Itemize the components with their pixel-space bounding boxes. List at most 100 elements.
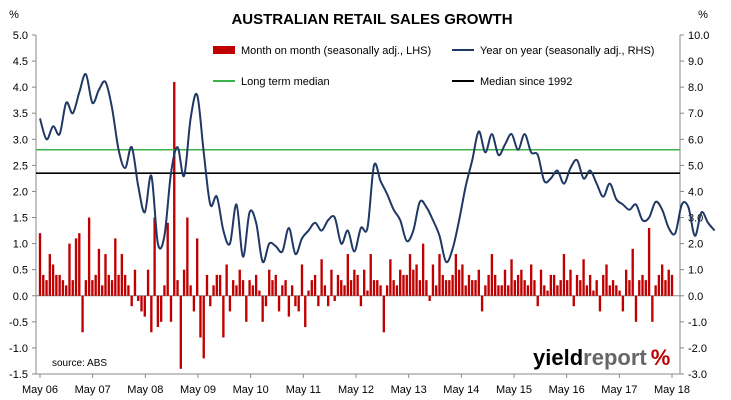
mom-bar bbox=[503, 269, 507, 296]
left-tick-label: -1.5 bbox=[9, 369, 28, 381]
mom-bar bbox=[385, 285, 389, 296]
mom-bar bbox=[412, 269, 415, 296]
mom-bar bbox=[641, 274, 644, 296]
mom-bar bbox=[418, 280, 422, 296]
mom-bar bbox=[372, 280, 376, 296]
mom-bar bbox=[78, 233, 81, 296]
mom-bar bbox=[431, 264, 435, 296]
left-tick-label: 2.0 bbox=[13, 186, 28, 198]
right-tick-label: -2.0 bbox=[688, 343, 707, 355]
mom-bar bbox=[392, 280, 395, 296]
mom-bar bbox=[61, 280, 65, 296]
left-tick-label: 3.5 bbox=[13, 108, 28, 120]
mom-bar bbox=[425, 280, 428, 296]
mom-bar bbox=[317, 295, 320, 307]
mom-bar bbox=[189, 285, 192, 296]
x-tick-label: May 16 bbox=[549, 384, 585, 396]
mom-bar bbox=[611, 280, 615, 296]
left-tick-label: 1.0 bbox=[13, 239, 28, 251]
mom-bar bbox=[379, 285, 382, 296]
mom-bar bbox=[530, 264, 533, 296]
mom-bar bbox=[405, 274, 408, 296]
mom-bar bbox=[199, 295, 202, 338]
mom-bar bbox=[222, 295, 225, 338]
mom-bar bbox=[330, 269, 333, 296]
mom-bar bbox=[467, 274, 471, 296]
mom-bar bbox=[536, 295, 539, 307]
mom-bar bbox=[137, 295, 140, 301]
mom-bar bbox=[484, 285, 487, 296]
mom-bar bbox=[644, 280, 647, 296]
mom-bar bbox=[526, 285, 530, 296]
brand-symbol: % bbox=[651, 345, 671, 370]
mom-bar bbox=[258, 290, 261, 296]
mom-bar bbox=[173, 81, 176, 296]
mom-bar bbox=[87, 217, 91, 296]
mom-bar bbox=[84, 280, 88, 296]
mom-bar bbox=[382, 295, 386, 333]
mom-bar bbox=[624, 269, 628, 296]
right-tick-label: -3.0 bbox=[688, 369, 707, 381]
mom-bar bbox=[159, 295, 163, 322]
mom-bar bbox=[202, 295, 205, 359]
mom-bar bbox=[310, 280, 313, 296]
mom-bar bbox=[415, 264, 418, 296]
mom-bar bbox=[461, 264, 464, 296]
mom-bar bbox=[579, 280, 582, 296]
mom-bar bbox=[81, 295, 84, 333]
mom-bar bbox=[48, 254, 52, 296]
mom-bar bbox=[215, 274, 219, 296]
mom-bar bbox=[376, 280, 379, 296]
right-tick-label: 1.0 bbox=[688, 265, 703, 277]
mom-bar bbox=[238, 269, 241, 296]
right-tick-label: 5.0 bbox=[688, 160, 703, 172]
mom-bar bbox=[120, 254, 124, 296]
mom-bar bbox=[369, 254, 372, 296]
mom-bar bbox=[575, 274, 579, 296]
x-tick-label: May 06 bbox=[22, 384, 58, 396]
mom-bar bbox=[631, 248, 634, 296]
mom-bar bbox=[471, 280, 474, 296]
mom-bar bbox=[58, 274, 61, 296]
x-tick-label: May 10 bbox=[233, 384, 269, 396]
mom-bar bbox=[107, 274, 110, 296]
mom-bar bbox=[143, 295, 146, 317]
mom-bar bbox=[654, 285, 657, 296]
mom-bar bbox=[166, 222, 169, 296]
mom-bar bbox=[566, 280, 569, 296]
left-tick-label: 4.0 bbox=[13, 82, 28, 94]
mom-bar bbox=[513, 280, 516, 296]
mom-bar bbox=[562, 254, 566, 296]
mom-bar bbox=[205, 274, 209, 296]
mom-bar bbox=[670, 274, 674, 296]
mom-bar bbox=[359, 295, 363, 307]
mom-bar bbox=[582, 259, 585, 296]
mom-bar bbox=[133, 269, 137, 296]
brand-text: yieldreport% bbox=[533, 345, 670, 370]
mom-bar bbox=[487, 274, 490, 296]
mom-bar bbox=[218, 274, 222, 296]
mom-bar bbox=[516, 274, 520, 296]
right-tick-label: -1.0 bbox=[688, 317, 707, 329]
mom-bar bbox=[559, 280, 562, 296]
mom-bar bbox=[225, 264, 228, 296]
mom-bar bbox=[510, 259, 513, 296]
yoy-line bbox=[39, 73, 716, 264]
mom-bar bbox=[55, 274, 58, 296]
left-tick-label: -1.0 bbox=[9, 343, 28, 355]
mom-bar bbox=[140, 295, 143, 312]
right-unit-label: % bbox=[698, 9, 708, 21]
mom-bar bbox=[38, 233, 42, 296]
left-tick-label: 4.5 bbox=[13, 56, 28, 68]
mom-bar bbox=[110, 280, 114, 296]
mom-bar bbox=[209, 295, 212, 307]
left-unit-label: % bbox=[9, 9, 19, 21]
x-tick-label: May 12 bbox=[338, 384, 374, 396]
mom-bar bbox=[114, 238, 117, 296]
mom-bar bbox=[94, 274, 97, 296]
mom-bar bbox=[74, 238, 78, 296]
mom-bar bbox=[196, 238, 199, 296]
mom-bar bbox=[261, 295, 264, 322]
mom-bar bbox=[349, 280, 353, 296]
mom-bar bbox=[598, 295, 602, 312]
